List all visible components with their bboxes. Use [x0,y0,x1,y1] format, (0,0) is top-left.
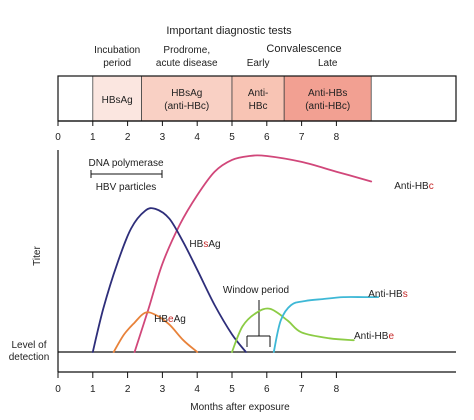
detection-label-1: Level of [11,340,46,351]
phase-name-0: Incubation [94,45,140,56]
phase-test-1: HBsAg [171,88,202,99]
bottom-tick-label-8: 8 [334,384,340,395]
bottom-x-axis: 0 1 2 3 4 5 6 7 8 [55,372,340,395]
series-line-anti-hbs [272,296,380,353]
detection-label-2: detection [9,352,50,363]
bottom-tick-label-7: 7 [299,384,305,395]
hbv-particles-label: HBV particles [96,182,157,193]
series-line-hbsag [91,207,247,353]
dna-polymerase-label: DNA polymerase [88,158,163,169]
convalescence-label: Convalescence [266,43,341,55]
phase-test2-2: HBc [249,101,268,112]
top-tick-label-6: 6 [264,132,270,143]
series-line-anti-hbc [133,154,373,353]
diagnostic-panel: Important diagnostic tests Convalescence… [57,25,457,122]
phase-test2-1: (anti-HBc) [164,101,209,112]
series-label-hbsag: HBsAg [189,239,220,250]
phase-band-0 [92,75,142,122]
bottom-tick-label-4: 4 [194,384,200,395]
dna-hbv-annotation: DNA polymerase HBV particles [88,158,163,193]
bottom-tick-label-3: 3 [160,384,166,395]
phase-name-2: Early [247,58,270,69]
phase-name-1: Prodrome, [163,45,210,56]
phase-name2-1: acute disease [156,58,218,69]
series-label-hbeag: HBeAg [154,314,186,325]
phase-name-3: Late [318,58,338,69]
phase-test2-3: (anti-HBc) [305,101,350,112]
phase-bands: HBsAg Incubation period HBsAg (anti-HBc) Prod… [92,45,372,122]
top-tick-label-1: 1 [90,132,96,143]
phase-test-0: HBsAg [102,95,133,106]
top-tick-label-8: 8 [334,132,340,143]
panel-title: Important diagnostic tests [166,25,292,37]
window-period-label: Window period [223,285,289,296]
x-axis-title: Months after exposure [190,402,290,413]
phase-test-2: Anti- [248,88,269,99]
bottom-tick-label-1: 1 [90,384,96,395]
phase-test-3: Anti-HBs [308,88,347,99]
series-labels: Anti-HBc HBsAg HBeAg Anti-HBe Anti-HBs [154,181,434,342]
top-tick-label-7: 7 [299,132,305,143]
series-label-anti-hbc: Anti-HBc [394,181,433,192]
top-tick-label-4: 4 [194,132,200,143]
series-curves [91,154,380,353]
top-tick-label-3: 3 [160,132,166,143]
y-axis-title: Titer [32,246,43,266]
bottom-tick-label-6: 6 [264,384,270,395]
phase-band-3 [283,75,372,122]
top-tick-label-0: 0 [55,132,61,143]
bottom-tick-label-2: 2 [125,384,131,395]
top-tick-label-5: 5 [229,132,235,143]
plot-area: Level of detection Titer Months after ex… [9,150,456,413]
series-line-anti-hbe [231,307,355,353]
top-tick-label-2: 2 [125,132,131,143]
bottom-tick-label-5: 5 [229,384,235,395]
top-x-axis: 0 1 2 3 4 5 6 7 8 [55,120,456,143]
series-label-anti-hbs: Anti-HBs [368,289,407,300]
phase-name2-0: period [103,58,131,69]
bottom-tick-label-0: 0 [55,384,61,395]
series-line-hbeag [112,311,199,353]
phase-band-1 [141,75,233,122]
series-label-anti-hbe: Anti-HBe [354,331,394,342]
window-period-annotation: Window period [223,285,289,347]
